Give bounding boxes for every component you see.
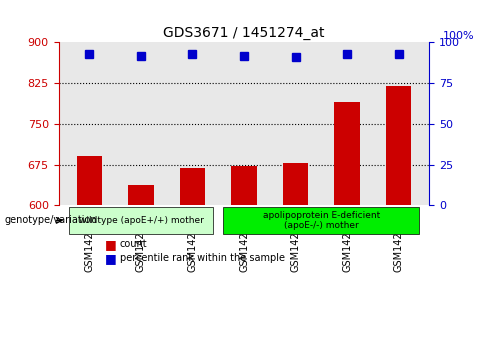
Bar: [77, 156, 102, 205]
Text: ■: ■: [105, 238, 117, 251]
Text: percentile rank within the sample: percentile rank within the sample: [120, 253, 285, 263]
Text: wildtype (apoE+/+) mother: wildtype (apoE+/+) mother: [79, 216, 203, 225]
Title: GDS3671 / 1451274_at: GDS3671 / 1451274_at: [163, 26, 325, 40]
Bar: [180, 169, 205, 205]
Bar: [231, 166, 257, 205]
Text: ■: ■: [105, 252, 117, 265]
Bar: [283, 163, 308, 205]
Y-axis label: 100%: 100%: [443, 31, 475, 41]
Text: genotype/variation: genotype/variation: [5, 215, 98, 225]
Bar: [128, 185, 154, 205]
Text: apolipoprotein E-deficient
(apoE-/-) mother: apolipoprotein E-deficient (apoE-/-) mot…: [263, 211, 380, 230]
Bar: [334, 102, 360, 205]
Text: count: count: [120, 239, 147, 249]
Bar: [386, 86, 411, 205]
